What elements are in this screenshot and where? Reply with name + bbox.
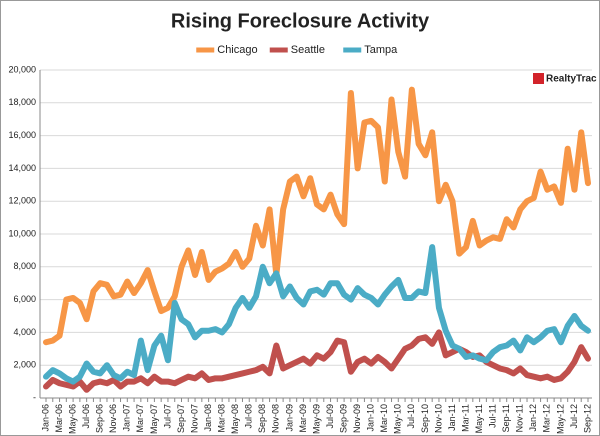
x-tick-label: May-07 (149, 404, 159, 434)
x-tick-label: Jan-11 (447, 404, 457, 431)
y-tick-label: 4,000 (13, 327, 36, 337)
x-tick-label: Jul-06 (81, 404, 91, 429)
x-tick-label: Jul-11 (488, 404, 498, 428)
x-tick-label: Mar-12 (542, 404, 552, 433)
x-tick-label: Mar-09 (298, 404, 308, 433)
x-tick-label: Jul-08 (244, 404, 254, 429)
x-tick-label: Sep-06 (95, 404, 105, 433)
chart-title: Rising Foreclosure Activity (171, 10, 430, 32)
x-tick-label: Nov-10 (433, 404, 443, 433)
series-line (43, 86, 591, 346)
x-tick-label: Jan-06 (40, 404, 50, 432)
legend-label: Chicago (217, 44, 257, 56)
series-line (43, 244, 591, 385)
x-tick-label: May-11 (474, 404, 484, 433)
x-tick-label: Mar-06 (54, 404, 64, 433)
y-tick-label: 10,000 (8, 228, 36, 238)
x-tick-label: Jan-09 (284, 404, 294, 432)
y-tick-label: 18,000 (8, 97, 36, 107)
x-tick-label: Sep-10 (420, 404, 430, 433)
x-tick-label: May-10 (393, 404, 403, 434)
x-tick-label: Sep-12 (582, 404, 592, 433)
legend-label: Seattle (291, 44, 325, 56)
y-tick-label: 20,000 (8, 64, 36, 74)
logo-text: RealtyTrac (546, 74, 597, 85)
x-tick-label: Nov-08 (271, 404, 281, 433)
logo: RealtyTrac (533, 73, 597, 85)
x-tick-label: Nov-07 (189, 404, 199, 433)
y-tick-label: 14,000 (8, 163, 36, 173)
x-tick-label: Jan-08 (203, 404, 213, 432)
x-tick-label: Mar-11 (460, 404, 470, 432)
x-tick-label: Sep-08 (257, 404, 267, 433)
x-tick-label: Jul-09 (325, 404, 335, 429)
x-tick-label: May-12 (555, 404, 565, 434)
x-tick-label: Sep-11 (501, 404, 511, 432)
x-tick-label: May-09 (311, 404, 321, 434)
x-tick-label: Sep-09 (338, 404, 348, 433)
legend-label: Tampa (364, 44, 398, 56)
y-tick-label: 12,000 (8, 196, 36, 206)
x-tick-label: Nov-06 (108, 404, 118, 433)
y-tick-label: 2,000 (13, 360, 36, 370)
x-tick-label: Nov-11 (515, 404, 525, 432)
x-tick-label: May-06 (67, 404, 77, 434)
x-tick-label: Jul-10 (406, 404, 416, 429)
logo-icon (533, 73, 544, 84)
x-tick-label: Jan-07 (122, 404, 132, 432)
x-tick-label: Jul-07 (162, 404, 172, 429)
x-tick-label: Mar-08 (217, 404, 227, 433)
y-tick-label: 16,000 (8, 130, 36, 140)
x-tick-label: Nov-09 (352, 404, 362, 433)
y-tick-label: 6,000 (13, 294, 36, 304)
x-tick-label: Mar-10 (379, 404, 389, 433)
y-tick-label: - (33, 392, 36, 402)
x-tick-label: Jan-12 (528, 404, 538, 432)
x-tick-label: Jul-12 (569, 404, 579, 429)
y-tick-label: 8,000 (13, 261, 36, 271)
x-tick-label: Jan-10 (366, 404, 376, 432)
series-line (43, 329, 591, 393)
x-tick-label: May-08 (230, 404, 240, 434)
x-tick-label: Sep-07 (176, 404, 186, 433)
x-tick-label: Mar-07 (135, 404, 145, 433)
